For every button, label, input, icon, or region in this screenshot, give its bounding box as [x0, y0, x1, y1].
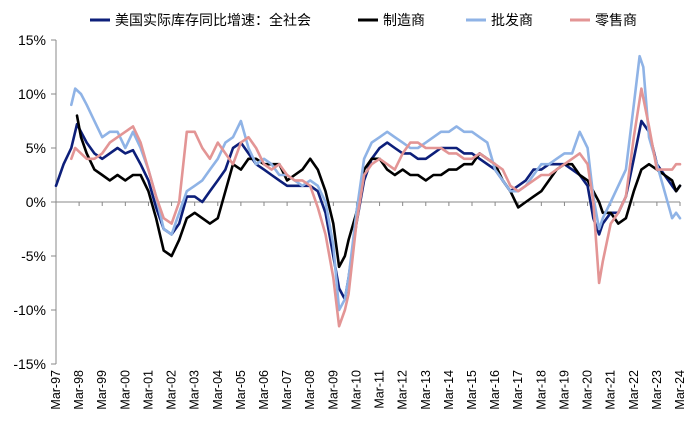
x-tick-label: Mar-07 [280, 370, 294, 410]
x-tick-label: Mar-04 [211, 370, 225, 410]
x-tick-label: Mar-16 [488, 370, 502, 410]
x-tick-label: Mar-05 [234, 370, 248, 410]
x-tick-label: Mar-09 [326, 370, 340, 410]
x-tick-label: Mar-24 [673, 370, 687, 410]
x-tick-label: Mar-98 [72, 370, 86, 410]
legend-label-0: 美国实际库存同比增速：全社会 [115, 12, 311, 29]
legend-label-3: 零售商 [595, 13, 637, 29]
y-tick-label: -10% [13, 302, 46, 318]
x-tick-label: Mar-12 [396, 370, 410, 410]
x-tick-label: Mar-10 [349, 370, 363, 410]
x-tick-label: Mar-18 [534, 370, 548, 410]
legend-label-1: 制造商 [383, 13, 425, 29]
x-tick-label: Mar-23 [650, 370, 664, 410]
y-tick-labels: 15% 10% 5% 0% -5% -10% -15% [13, 32, 56, 372]
legend-label-2: 批发商 [491, 13, 533, 29]
x-tick-label: Mar-13 [419, 370, 433, 410]
x-tick-label: Mar-02 [165, 370, 179, 410]
y-tick-label: 15% [18, 32, 46, 48]
x-tick-label: Mar-11 [373, 370, 387, 409]
y-tick-label: -15% [13, 356, 46, 372]
x-tick-label: Mar-20 [581, 370, 595, 410]
axes [55, 40, 680, 364]
x-tick-label: Mar-15 [465, 370, 479, 410]
y-tick-label: 0% [26, 194, 46, 210]
y-tick-label: 10% [18, 86, 46, 102]
x-tick-label: Mar-97 [49, 370, 63, 410]
x-tick-label: Mar-21 [604, 370, 618, 410]
x-tick-label: Mar-14 [442, 370, 456, 410]
series-lines [54, 54, 682, 328]
x-tick-label: Mar-00 [118, 370, 132, 410]
x-tick-label: Mar-03 [188, 370, 202, 410]
x-tick-label: Mar-06 [257, 370, 271, 410]
y-tick-label: 5% [26, 140, 46, 156]
x-tick-label: Mar-99 [95, 370, 109, 410]
series-line-3 [70, 87, 682, 328]
x-tick-label: Mar-17 [511, 370, 525, 410]
x-tick-labels: Mar-97 Mar-98 Mar-99 Mar-00 Mar-01 Mar-02 Mar-… [49, 202, 687, 410]
x-tick-label: Mar-08 [303, 370, 317, 410]
x-tick-label: Mar-19 [557, 370, 571, 410]
y-tick-label: -5% [21, 248, 46, 264]
x-tick-label: Mar-01 [141, 370, 155, 410]
legend: 美国实际库存同比增速：全社会 制造商 批发商 零售商 [90, 12, 637, 29]
x-tick-label: Mar-22 [627, 370, 641, 410]
